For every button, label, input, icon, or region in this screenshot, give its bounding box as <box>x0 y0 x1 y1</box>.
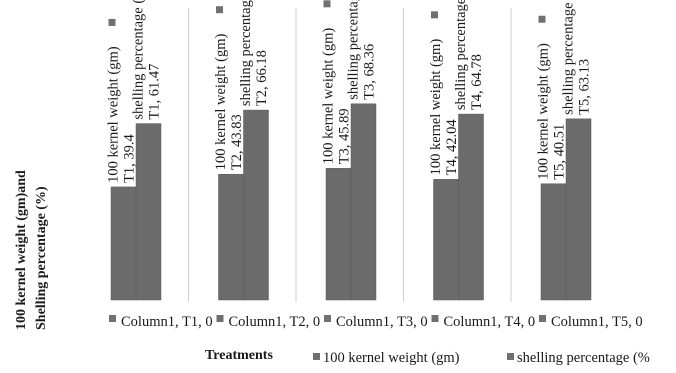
data-label-kernel-weight-t1: 100 kernel weight (gm)T1, 39.4 <box>106 18 138 183</box>
category-label-marker <box>216 315 224 322</box>
data-label-shelling-percentage-t1: shelling percentage (%)T1, 61.47 <box>131 0 163 120</box>
data-label-shelling-percentage-t5: shelling percentage (%)T5, 63.13 <box>561 0 593 115</box>
data-label-shelling-percentage-t2: shelling percentage (%)T2, 66.18 <box>238 0 270 106</box>
bar-shelling-percentage-t5 <box>565 118 592 301</box>
category-label-text: Column1, T5, 0 <box>551 314 643 330</box>
data-label-text: shelling percentage (%)T3, 68.36 <box>346 0 378 100</box>
bar-shelling-percentage-t1 <box>135 123 162 301</box>
bar-kernel-weight-t2 <box>218 173 244 301</box>
x-axis-title: Treatments <box>205 348 273 363</box>
data-label-marker <box>431 11 438 19</box>
data-label-text: shelling percentage (%)T2, 66.18 <box>238 0 270 106</box>
category-label-t2: Column1, T2, 0 <box>216 314 321 330</box>
bar-kernel-weight-t5 <box>540 183 567 301</box>
data-label-shelling-percentage-t4: shelling percentage (%)T4, 64.78 <box>453 0 485 110</box>
bar-kernel-weight-t3 <box>325 168 352 301</box>
category-label-t5: Column1, T5, 0 <box>539 314 643 330</box>
category-labels: Column1, T1, 0 Column1, T2, 0 Column1, T3,… <box>109 314 643 330</box>
legend-entry-kernel-weight: 100 kernel weight (gm) <box>323 350 460 366</box>
category-label-t1: Column1, T1, 0 <box>109 314 213 330</box>
category-label-marker <box>539 315 546 322</box>
bar-shelling-percentage-t3 <box>350 103 377 301</box>
data-label-shelling-percentage-t3: shelling percentage (%)T3, 68.36 <box>346 0 378 100</box>
category-label-t3: Column1, T3, 0 <box>324 314 428 330</box>
bars <box>110 103 592 301</box>
bar-shelling-percentage-t2 <box>243 109 269 301</box>
category-label-t4: Column1, T4, 0 <box>431 314 536 330</box>
category-label-marker <box>109 315 116 322</box>
data-label-text: 100 kernel weight (gm)T4, 42.04 <box>428 39 460 176</box>
legend-marker-kernel-weight <box>313 353 320 360</box>
data-label-text: 100 kernel weight (gm)T1, 39.4 <box>106 46 138 183</box>
category-label-text: Column1, T1, 0 <box>121 314 213 330</box>
y-axis-title-line1: 100 kernel weight (gm)and <box>14 170 29 330</box>
category-label-text: Column1, T3, 0 <box>336 314 428 330</box>
category-label-text: Column1, T2, 0 <box>229 314 321 330</box>
legend: 100 kernel weight (gm) shelling percenta… <box>313 350 650 366</box>
legend-entry-shelling-percentage: shelling percentage (% <box>517 350 650 366</box>
bar-kernel-weight-t4 <box>433 179 459 301</box>
data-label-text: shelling percentage (%)T5, 63.13 <box>561 0 593 115</box>
category-label-marker <box>431 315 439 322</box>
data-label-text: 100 kernel weight (gm)T3, 45.89 <box>321 28 353 165</box>
category-label-text: Column1, T4, 0 <box>444 314 536 330</box>
legend-marker-shelling-percentage <box>507 353 514 360</box>
data-label-marker <box>216 6 223 14</box>
data-label-kernel-weight-t5: 100 kernel weight (gm)T5, 40.51 <box>536 15 568 180</box>
category-dividers <box>188 8 512 302</box>
data-label-marker <box>538 15 546 23</box>
data-label-kernel-weight-t2: 100 kernel weight (gm)T2, 43.83 <box>213 6 245 170</box>
data-label-marker <box>323 0 331 8</box>
data-label-kernel-weight-t4: 100 kernel weight (gm)T4, 42.04 <box>428 11 460 175</box>
category-label-marker <box>324 315 331 322</box>
bar-shelling-percentage-t4 <box>458 113 484 301</box>
data-label-text: shelling percentage (%)T1, 61.47 <box>131 0 163 120</box>
data-label-text: shelling percentage (%)T4, 64.78 <box>453 0 485 110</box>
y-axis-title-line2: Shelling percentage (%) <box>34 186 49 330</box>
data-label-text: 100 kernel weight (gm)T5, 40.51 <box>536 43 568 180</box>
data-label-kernel-weight-t3: 100 kernel weight (gm)T3, 45.89 <box>321 0 353 164</box>
bar-kernel-weight-t1 <box>110 186 137 301</box>
data-label-text: 100 kernel weight (gm)T2, 43.83 <box>213 34 245 171</box>
data-label-marker <box>108 18 116 26</box>
